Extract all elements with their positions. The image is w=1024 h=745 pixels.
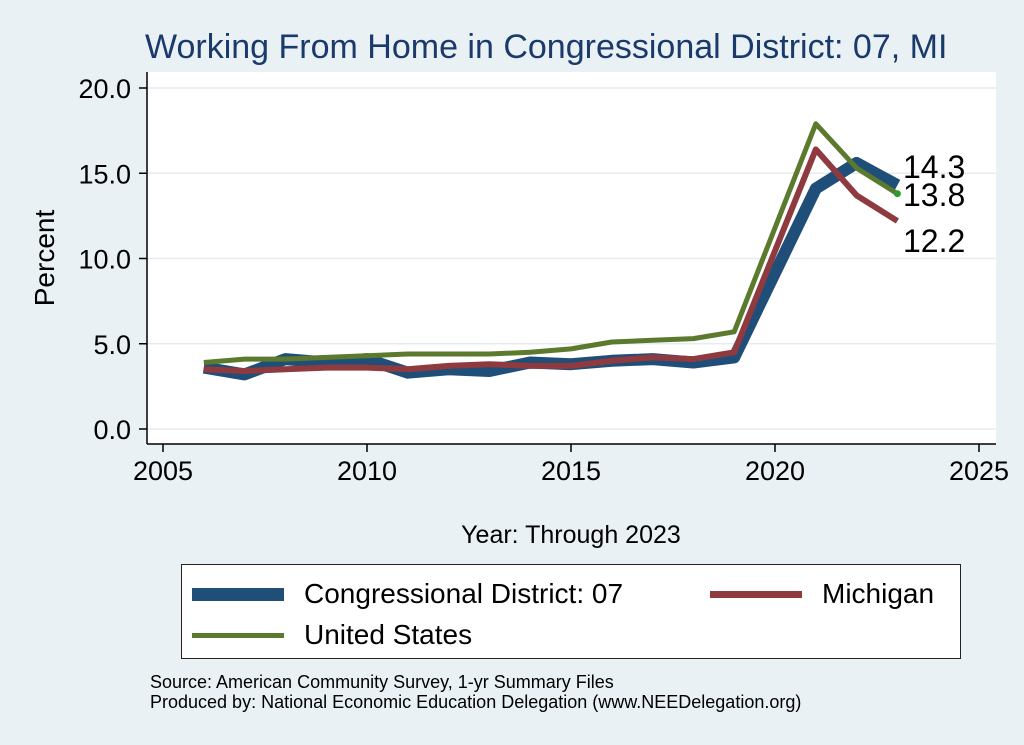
- legend-item-michigan: Michigan: [710, 578, 934, 610]
- end-value-label: 12.2: [903, 223, 965, 259]
- legend-label-district: Congressional District: 07: [304, 578, 624, 609]
- grid-lines: [147, 87, 996, 430]
- legend-item-us: United States: [192, 619, 472, 651]
- x-axis-label: Year: Through 2023: [461, 521, 681, 549]
- x-tick-label: 2025: [949, 456, 1009, 486]
- series-end-marker: [893, 190, 901, 198]
- footer: Source: American Community Survey, 1-yr …: [150, 672, 801, 712]
- series-line-michigan: [203, 146, 899, 374]
- end-value-label: 14.3: [903, 149, 965, 185]
- y-axis-label: Percent: [29, 210, 60, 307]
- chart-title: Working From Home in Congressional Distr…: [145, 28, 948, 66]
- y-axis-ticks: 0.0 5.0 10.0 15.0 20.0: [78, 74, 147, 445]
- y-tick-label: 15.0: [78, 159, 131, 189]
- x-tick-label: 2010: [337, 456, 397, 486]
- legend-swatch-michigan: [710, 590, 802, 598]
- y-tick-label: 5.0: [93, 330, 131, 360]
- series-line-us: [203, 121, 899, 365]
- legend-label-us: United States: [304, 619, 473, 650]
- x-axis-ticks: 2005 2010 2015 2020 2025: [133, 444, 1009, 486]
- y-tick-label: 10.0: [78, 245, 131, 275]
- x-tick-label: 2005: [133, 456, 193, 486]
- end-value-label: 13.8: [903, 177, 965, 213]
- legend-item-district: Congressional District: 07: [192, 578, 623, 610]
- legend: Congressional District: 07 Michigan Unit…: [181, 564, 961, 659]
- x-tick-label: 2020: [745, 456, 805, 486]
- legend-label-michigan: Michigan: [822, 578, 935, 609]
- y-tick-label: 20.0: [78, 74, 131, 104]
- y-tick-label: 0.0: [93, 415, 131, 445]
- line-chart: 0.05.010.015.020.0 2005 2010 2015 2020 2025 …: [29, 72, 1009, 549]
- legend-swatch-us: [192, 632, 284, 638]
- producer-note: Produced by: National Economic Education…: [150, 692, 802, 712]
- source-note: Source: American Community Survey, 1-yr …: [150, 672, 614, 692]
- legend-swatch-district: [192, 587, 284, 601]
- series-lines: [202, 121, 901, 381]
- end-labels: 14.313.8 12.2: [903, 149, 965, 259]
- series-line-district: [202, 157, 901, 381]
- x-tick-label: 2015: [541, 456, 601, 486]
